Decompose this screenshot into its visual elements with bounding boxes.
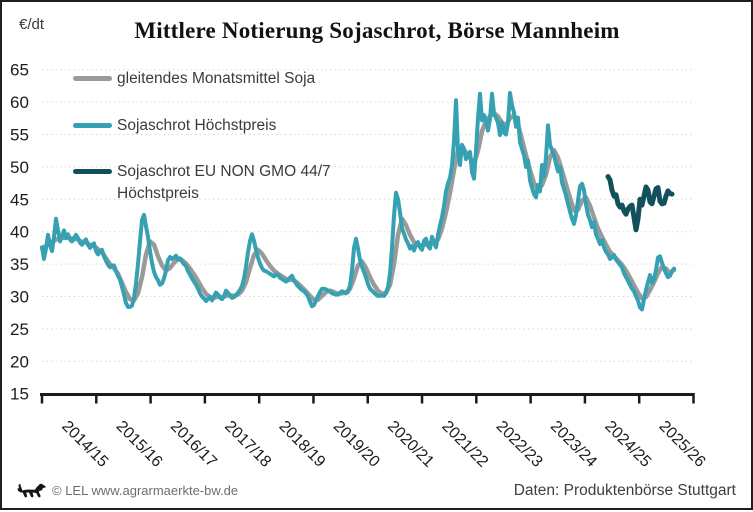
y-tick-label: 35 [10, 255, 29, 274]
legend-label: Sojaschrot Höchstpreis [117, 117, 277, 134]
series-line-gleitendes-monatsmittel-soja [39, 110, 677, 303]
x-tick-label: 2018/19 [275, 418, 328, 471]
x-tick-label: 2021/22 [438, 418, 491, 471]
legend-item-monatsmittel: gleitendes Monatsmittel Soja [73, 68, 315, 90]
y-tick-label: 55 [10, 126, 29, 145]
y-tick-label: 45 [10, 190, 29, 209]
copyright-text: © LEL www.agrarmaerkte-bw.de [52, 483, 239, 498]
bw-lion-logo-icon [17, 483, 46, 498]
legend-item-hoechstpreis: Sojaschrot Höchstpreis [73, 115, 276, 137]
legend-swatch-teal-line [73, 123, 112, 128]
y-tick-label: 15 [10, 385, 29, 404]
x-tick-label: 2025/26 [656, 418, 709, 471]
x-tick-label: 2016/17 [167, 418, 220, 471]
series-line-sojaschrot-eu-non-gmo-44-7-h-chstpreis [605, 174, 675, 233]
x-tick-label: 2015/16 [113, 418, 166, 471]
series-line-sojaschrot-h-chstpreis [40, 91, 676, 312]
y-tick-label: 25 [10, 320, 29, 339]
data-source-text: Daten: Produktenbörse Stuttgart [513, 482, 736, 499]
y-tick-label: 30 [10, 288, 29, 307]
chart-title: Mittlere Notierung Sojaschrot, Börse Man… [134, 18, 620, 43]
x-tick-label: 2017/18 [221, 418, 274, 471]
y-tick-label: 50 [10, 158, 29, 177]
legend-label: Sojaschrot EU NON GMO 44/7 Höchstpreis [117, 163, 331, 202]
legend-item-non-gmo: Sojaschrot EU NON GMO 44/7 Höchstpreis [73, 161, 335, 205]
y-tick-label: 65 [10, 61, 29, 80]
x-tick-label: 2014/15 [58, 418, 111, 471]
footer-attribution: © LEL www.agrarmaerkte-bw.de [15, 481, 238, 500]
y-tick-label: 60 [10, 93, 29, 112]
x-tick-label: 2020/21 [384, 418, 437, 471]
x-tick-label: 2024/25 [601, 418, 654, 471]
y-tick-label: 20 [10, 352, 29, 371]
legend-swatch-darkteal-line [73, 169, 112, 174]
y-axis-units-label: €/dt [19, 16, 45, 33]
x-tick-label: 2023/24 [547, 418, 600, 471]
legend-label: gleitendes Monatsmittel Soja [117, 70, 316, 87]
x-tick-label: 2019/20 [330, 418, 383, 471]
y-tick-label: 40 [10, 223, 29, 242]
x-tick-label: 2022/23 [493, 418, 546, 471]
legend-swatch-gray-line [73, 76, 112, 81]
